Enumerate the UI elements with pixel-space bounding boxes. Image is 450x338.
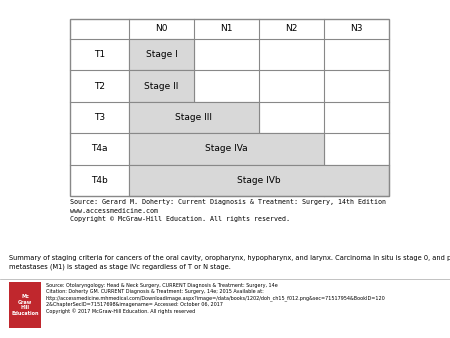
Bar — [129, 39, 194, 70]
Text: T3: T3 — [94, 113, 105, 122]
Text: Stage I: Stage I — [145, 50, 177, 59]
Bar — [129, 102, 259, 133]
Text: N1: N1 — [220, 24, 233, 33]
Bar — [129, 165, 389, 196]
Bar — [129, 70, 194, 102]
Bar — [9, 282, 41, 328]
Text: Stage II: Stage II — [144, 81, 179, 91]
Text: T4b: T4b — [91, 176, 108, 185]
Bar — [70, 19, 389, 196]
Text: T2: T2 — [94, 81, 105, 91]
Text: N2: N2 — [285, 24, 298, 33]
Bar — [129, 133, 324, 165]
Text: Source: Gerard M. Doherty: Current Diagnosis & Treatment: Surgery, 14th Edition
: Source: Gerard M. Doherty: Current Diagn… — [70, 199, 386, 222]
Text: Summary of staging criteria for cancers of the oral cavity, oropharynx, hypophar: Summary of staging criteria for cancers … — [9, 255, 450, 270]
Text: Stage III: Stage III — [176, 113, 212, 122]
Text: Stage IVb: Stage IVb — [237, 176, 281, 185]
Text: Mc
Graw
Hill
Education: Mc Graw Hill Education — [11, 294, 39, 316]
Text: N0: N0 — [155, 24, 168, 33]
Text: T1: T1 — [94, 50, 105, 59]
Text: T4a: T4a — [91, 144, 108, 153]
Text: N3: N3 — [351, 24, 363, 33]
Text: Stage IVa: Stage IVa — [205, 144, 248, 153]
Text: Source: Otolaryngology: Head & Neck Surgery, CURRENT Diagnosis & Treatment: Surg: Source: Otolaryngology: Head & Neck Surg… — [46, 283, 386, 314]
